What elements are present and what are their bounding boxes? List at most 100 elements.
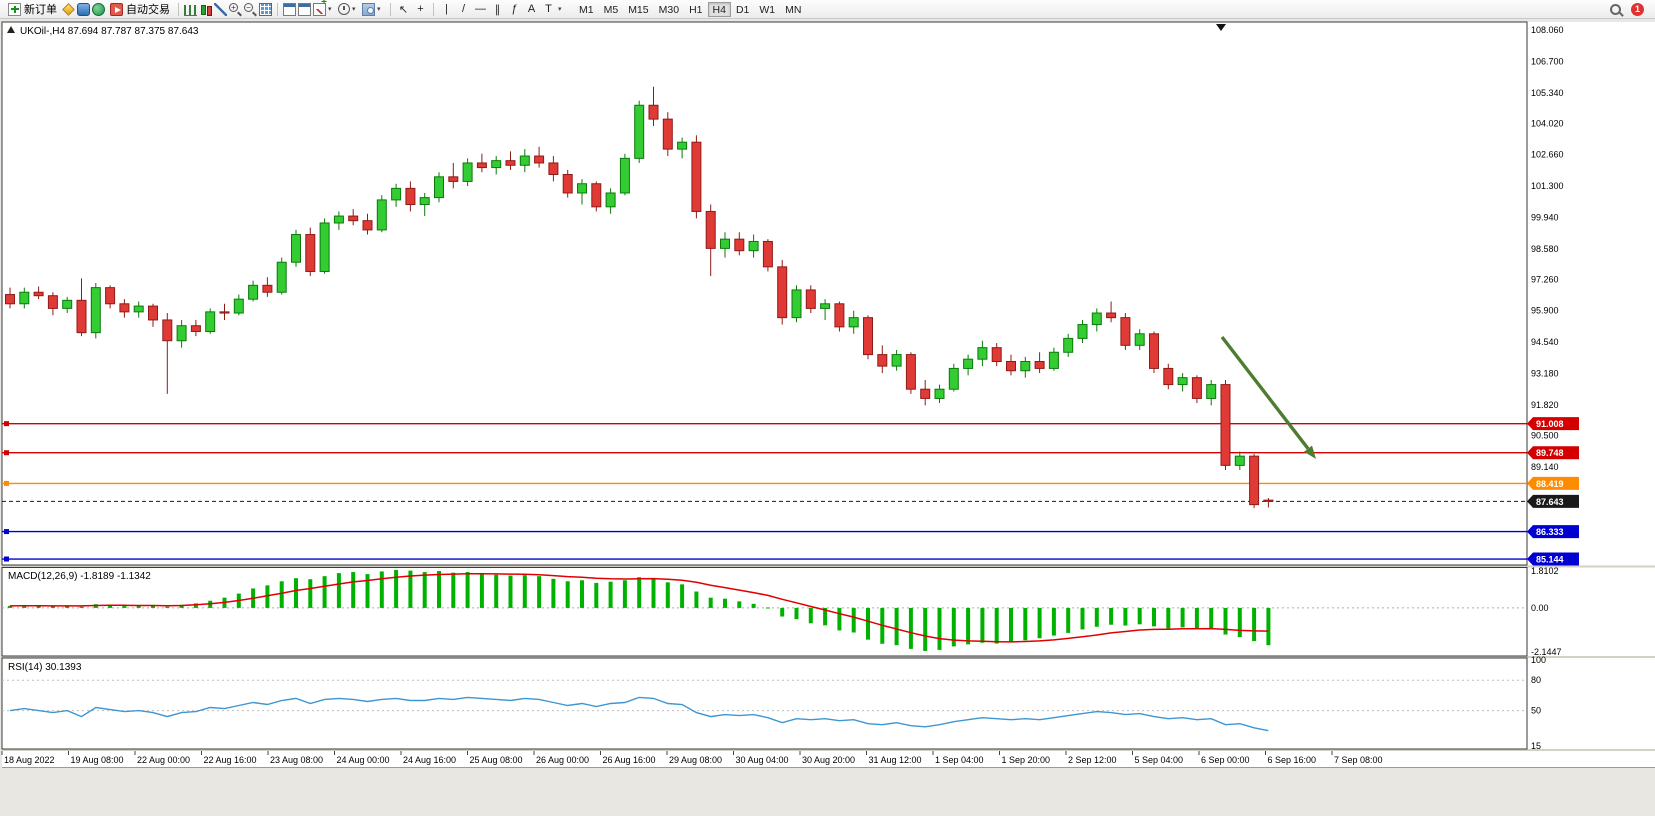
- macd-bar: [294, 578, 298, 608]
- timeframe-w1[interactable]: W1: [759, 3, 776, 16]
- line-handle[interactable]: [4, 480, 9, 486]
- chart-shift-marker[interactable]: [1216, 24, 1226, 31]
- zoom-in-sign: +: [229, 2, 238, 12]
- main-panel-border: [1, 21, 1528, 566]
- bar-chart-mode-icon[interactable]: [184, 4, 197, 16]
- auto-trading-button[interactable]: 自动交易: [107, 1, 173, 18]
- macd-bar: [179, 604, 184, 608]
- label-tool-icon[interactable]: T: [545, 3, 552, 15]
- zoom-out-icon[interactable]: −: [244, 2, 257, 16]
- panel-separator[interactable]: [2, 565, 1655, 568]
- candle: [176, 325, 187, 342]
- periods-icon[interactable]: [338, 3, 350, 15]
- macd-bar: [580, 580, 584, 608]
- periods-caret-icon[interactable]: ▾: [352, 6, 356, 13]
- new-chart-icon[interactable]: [283, 2, 296, 16]
- templates-icon[interactable]: [362, 2, 375, 16]
- timeframe-h1[interactable]: H1: [689, 3, 703, 16]
- price-line-89.748[interactable]: [2, 450, 1527, 456]
- price-axis[interactable]: 108.060 106.700 105.340 104.020 102.660 101.3…: [1531, 25, 1564, 751]
- arrow-annotation[interactable]: [1220, 335, 1316, 459]
- price-line-88.419[interactable]: [2, 480, 1527, 486]
- candle: [76, 299, 87, 334]
- candle: [634, 104, 645, 159]
- price-line-91.008[interactable]: [2, 421, 1527, 427]
- candle: [1206, 384, 1217, 399]
- timeframe-m5[interactable]: M5: [603, 3, 619, 16]
- notification-badge[interactable]: 1: [1631, 2, 1644, 16]
- macd-bar: [866, 607, 870, 640]
- macd-bar: [1037, 607, 1042, 639]
- line-chart-mode-icon[interactable]: [214, 2, 227, 16]
- timeframe-mn[interactable]: MN: [785, 3, 802, 16]
- candle: [248, 284, 259, 300]
- macd-axis-label: 1.8102: [1531, 566, 1559, 576]
- vertical-line-tool-icon[interactable]: |: [445, 3, 448, 15]
- price-axis-label: 91.820: [1531, 400, 1559, 410]
- time-axis-label: 7 Sep 08:00: [1334, 755, 1383, 765]
- search-icon[interactable]: [1610, 3, 1621, 15]
- candle: [1134, 333, 1145, 346]
- price-line-85.144[interactable]: [2, 556, 1527, 562]
- time-axis-label: 31 Aug 12:00: [869, 755, 922, 765]
- tile-windows-icon[interactable]: [259, 2, 272, 16]
- navigator-icon[interactable]: [92, 2, 105, 16]
- candle: [262, 284, 273, 293]
- new-order-label: 新订单: [24, 4, 57, 16]
- toolbar-separator: [390, 2, 391, 16]
- candle: [877, 354, 888, 367]
- macd-bar: [1237, 607, 1242, 637]
- candle: [1234, 455, 1245, 466]
- templates-caret-icon[interactable]: ▾: [377, 6, 381, 13]
- macd-bar: [336, 573, 341, 608]
- macd-bar: [22, 605, 27, 608]
- candle: [276, 261, 287, 293]
- candle: [1063, 337, 1074, 353]
- market-watch-icon[interactable]: [62, 2, 75, 16]
- candle: [605, 192, 616, 208]
- candle: [820, 303, 831, 309]
- macd-bar: [1194, 607, 1199, 630]
- cursor-tool-icon[interactable]: ↖: [398, 3, 409, 16]
- line-handle[interactable]: [4, 421, 9, 427]
- macd-bar: [622, 580, 627, 608]
- horizontal-line-tool-icon[interactable]: —: [475, 3, 486, 15]
- arrows-tool-caret-icon[interactable]: ▾: [558, 6, 562, 13]
- indicators-caret-icon[interactable]: ▾: [328, 6, 332, 13]
- line-handle[interactable]: [4, 450, 9, 456]
- price-line-86.333[interactable]: [2, 529, 1527, 535]
- macd-bar: [1094, 607, 1099, 627]
- macd-bar: [651, 578, 656, 608]
- new-order-button[interactable]: 新订单: [5, 1, 60, 18]
- indicators-icon[interactable]: [313, 0, 327, 16]
- timeframe-h4[interactable]: H4: [707, 1, 731, 17]
- candlestick-mode-icon[interactable]: [199, 3, 212, 16]
- crosshair-tool-icon[interactable]: +: [417, 3, 424, 15]
- macd-bar: [108, 604, 113, 608]
- panel-separator[interactable]: [2, 749, 1655, 751]
- trendline-tool-icon[interactable]: /: [461, 3, 466, 15]
- panel-separator[interactable]: [2, 656, 1655, 658]
- time-axis[interactable]: 18 Aug 2022 19 Aug 08:00 22 Aug 00:00 22 Au…: [1, 751, 1383, 765]
- candle: [705, 210, 716, 249]
- timeframe-m1[interactable]: M1: [579, 3, 594, 16]
- candle: [534, 155, 545, 164]
- macd-bar: [122, 605, 127, 608]
- data-window-icon[interactable]: [77, 2, 90, 16]
- line-handle[interactable]: [4, 529, 9, 535]
- price-tag-89.748: 89.748: [1527, 446, 1579, 460]
- text-tool-icon[interactable]: A: [527, 3, 536, 15]
- macd-bar: [422, 572, 427, 608]
- timeframe-m30[interactable]: M30: [658, 3, 680, 16]
- profiles-icon[interactable]: [298, 2, 311, 16]
- fibonacci-tool-icon[interactable]: ƒ: [511, 3, 518, 15]
- channel-tool-icon[interactable]: ∥: [494, 3, 501, 16]
- zoom-in-icon[interactable]: +: [229, 2, 242, 16]
- price-axis-label: 108.060: [1531, 25, 1564, 35]
- line-handle[interactable]: [4, 556, 9, 562]
- timeframe-m15[interactable]: M15: [628, 3, 649, 16]
- candle: [133, 305, 144, 313]
- svg-text:89.748: 89.748: [1536, 448, 1564, 458]
- timeframe-d1[interactable]: D1: [735, 3, 750, 16]
